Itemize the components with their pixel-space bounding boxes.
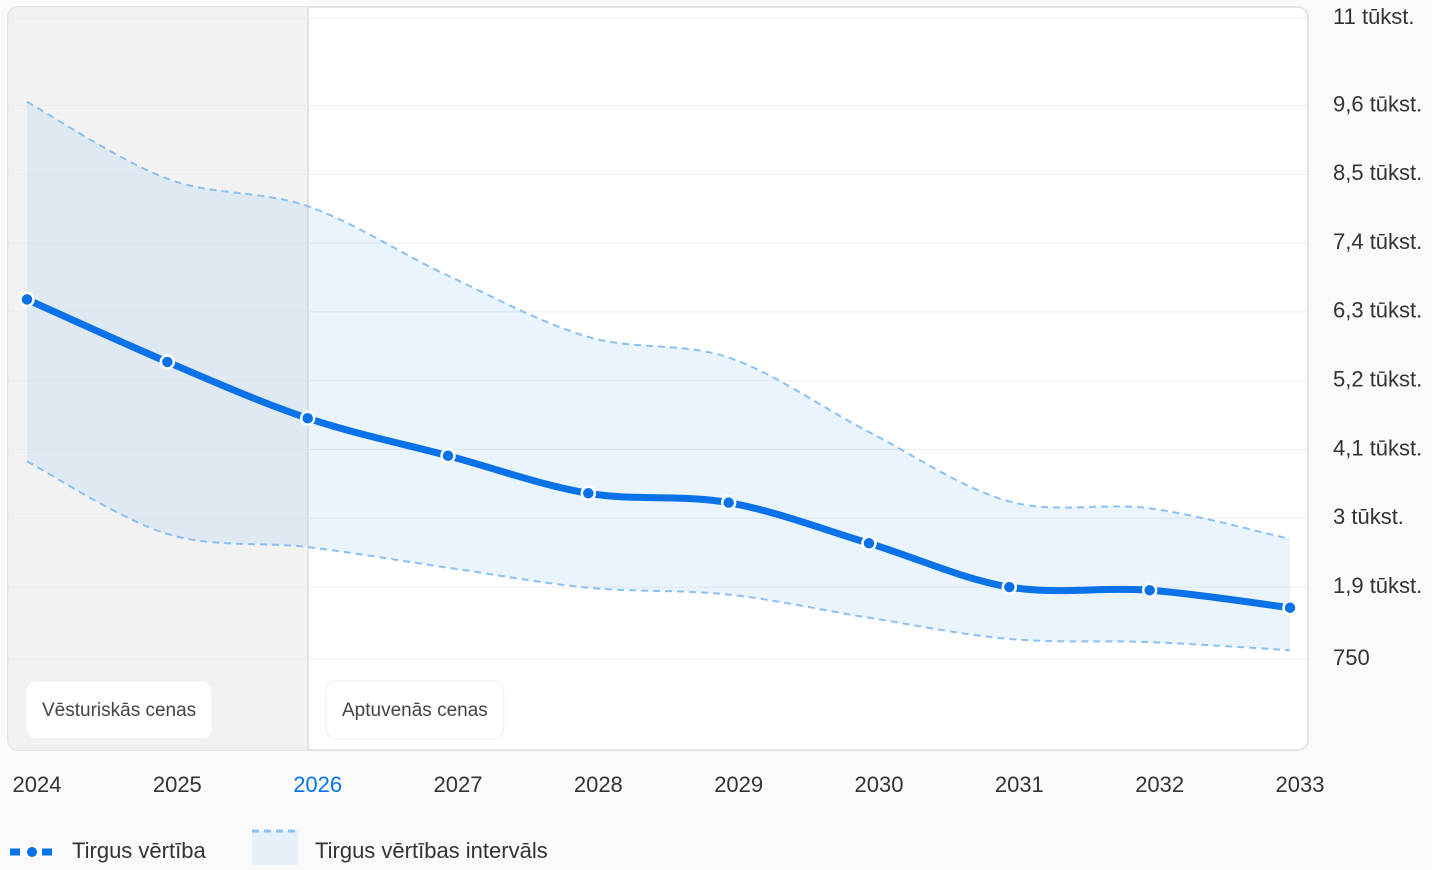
history-region [8, 7, 308, 750]
interval-upper [26, 100, 1291, 540]
value-point [861, 535, 877, 552]
annotation: Aptuvenās cenas [325, 680, 505, 740]
value-point [1282, 599, 1298, 616]
annotation-box [325, 680, 505, 740]
x-tick-label: 2024 [13, 772, 62, 797]
x-tick-label: 2029 [714, 772, 763, 797]
legend-point-swatch [25, 845, 39, 859]
value-point [159, 354, 176, 370]
annotation-label: Vēsturiskās cenas [42, 700, 196, 721]
x-tick-label: 2031 [995, 772, 1044, 797]
x-tick-label: 2032 [1135, 772, 1184, 797]
value-point [580, 485, 597, 502]
y-tick-label: 11 tūkst. [1333, 4, 1415, 29]
x-tick-label: 2026 [293, 772, 342, 797]
value-point [299, 410, 316, 426]
value-point [1141, 582, 1158, 598]
interval-area [27, 101, 1290, 651]
annotation-box [25, 680, 213, 740]
y-tick-label: 9,6 tūkst. [1333, 91, 1422, 116]
value-point [19, 291, 35, 308]
legend-area-swatch [252, 831, 298, 865]
annotation-label: Aptuvenās cenas [342, 700, 488, 721]
y-tick-label: 8,5 tūkst. [1333, 160, 1422, 185]
interval-lower [26, 460, 1291, 652]
y-tick-label: 7,4 tūkst. [1333, 229, 1422, 254]
y-tick-label: 4,1 tūkst. [1333, 435, 1422, 460]
value-point [440, 448, 456, 464]
y-tick-label: 3 tūkst. [1333, 504, 1404, 529]
legend-label: Tirgus vērtība [72, 838, 206, 863]
x-tick-label: 2030 [855, 772, 904, 797]
y-tick-label: 750 [1333, 645, 1370, 670]
annotation: Vēsturiskās cenas [25, 680, 213, 740]
value-point [1001, 579, 1018, 595]
y-tick-label: 5,2 tūkst. [1333, 367, 1422, 392]
y-tick-label: 6,3 tūkst. [1333, 298, 1422, 323]
legend-label: Tirgus vērtības intervāls [315, 838, 548, 863]
x-tick-label: 2028 [574, 772, 623, 797]
x-tick-label: 2033 [1276, 772, 1325, 797]
y-tick-label: 1,9 tūkst. [1333, 573, 1422, 598]
value-point [720, 494, 737, 511]
x-tick-label: 2027 [434, 772, 483, 797]
x-tick-label: 2025 [153, 772, 202, 797]
value-line [23, 295, 1294, 612]
